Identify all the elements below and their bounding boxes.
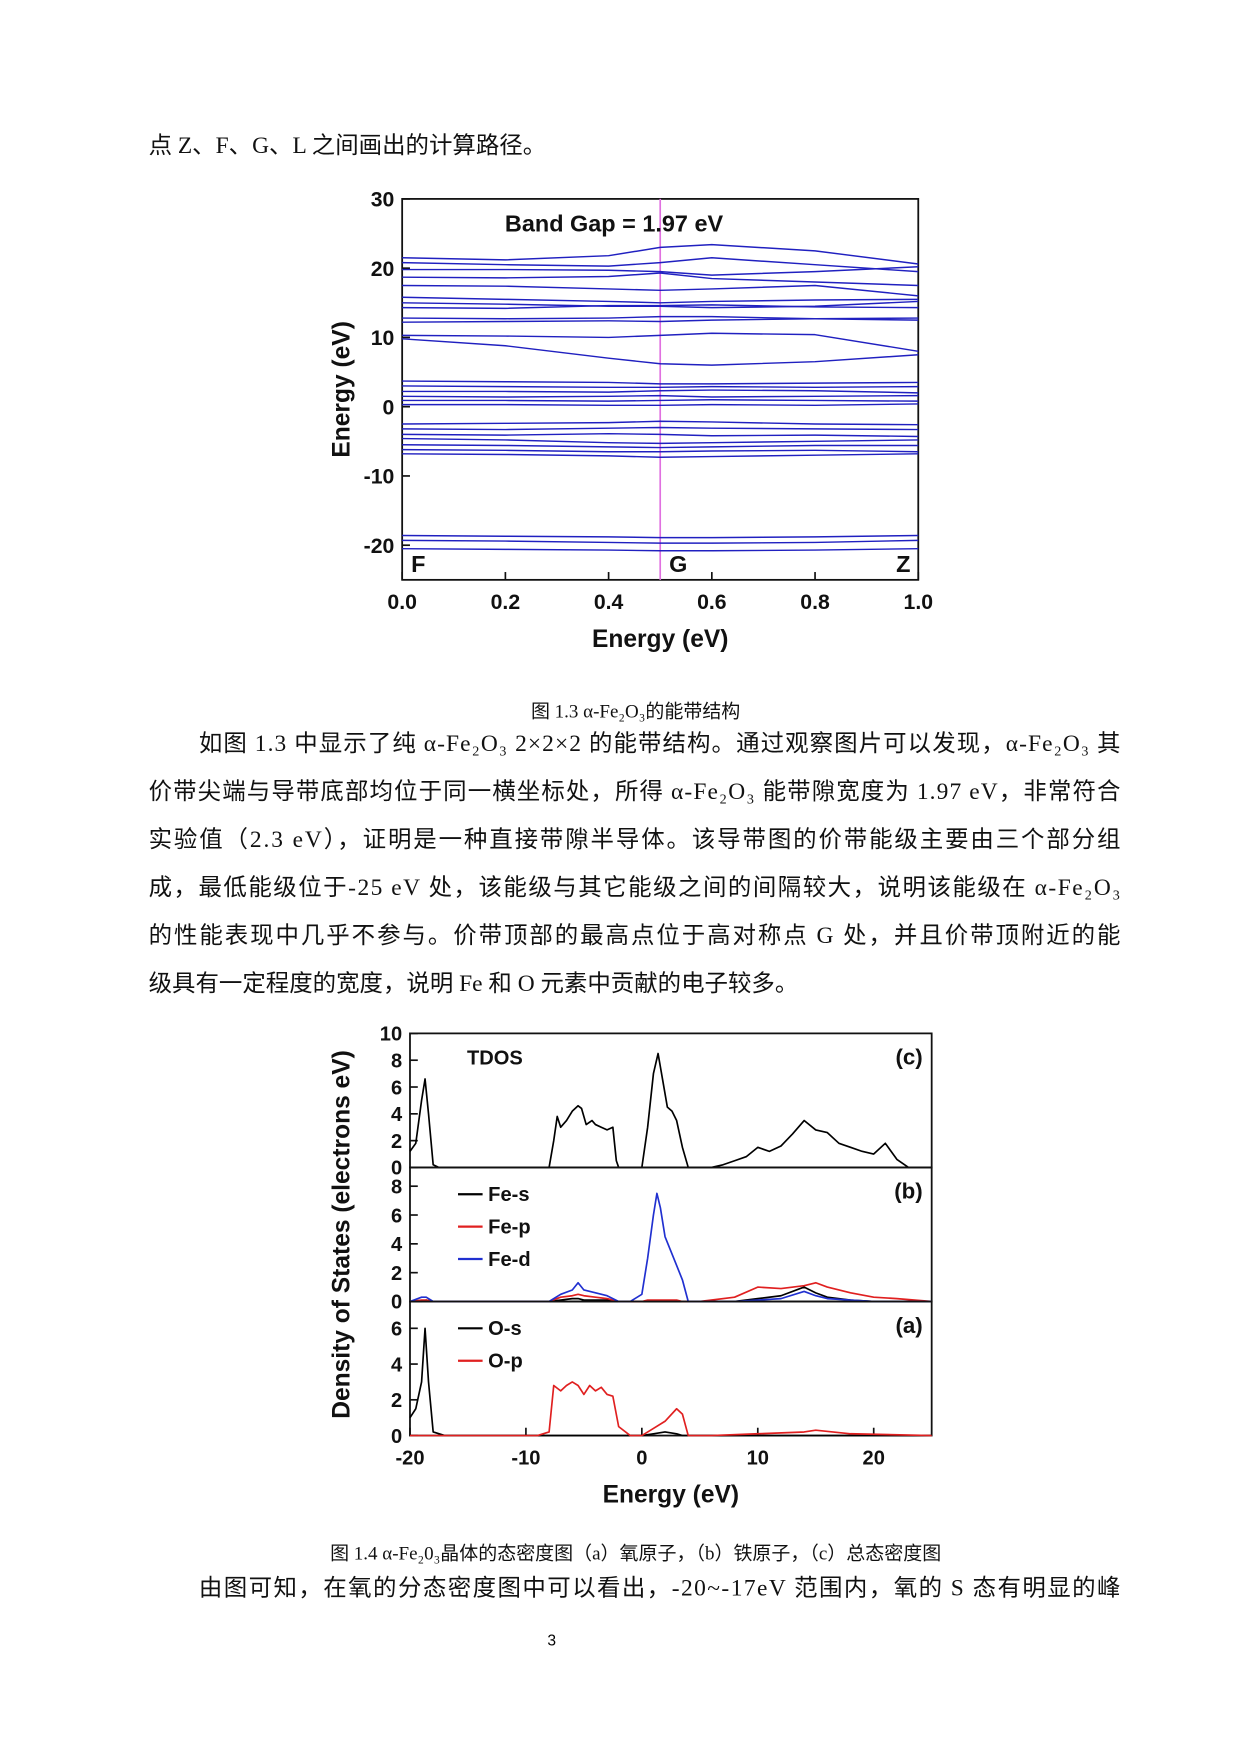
text-line: 实验值（2.3 eV），证明是一种直接带隙半导体。该导带图的价带能级主要由三个部…: [149, 826, 1121, 853]
data-line: [409, 1381, 932, 1437]
y-tick-label: 10: [380, 1024, 402, 1046]
data-line: [402, 284, 919, 297]
kpoint-label: F: [411, 551, 425, 577]
x-tick-label: -10: [511, 1448, 540, 1470]
text-line: 成，最低能级位于-25 eV 处，该能级与其它能级之间的间隔较大，说明该能级在 …: [149, 874, 1121, 901]
data-line: [402, 534, 919, 539]
x-axis-label: Energy (eV): [592, 626, 729, 653]
y-tick-label: -10: [364, 466, 395, 489]
kpoint-label: G: [669, 551, 687, 577]
data-line: [402, 304, 919, 310]
data-line: [402, 332, 919, 353]
data-line: [402, 547, 919, 552]
legend-label: TDOS: [467, 1048, 523, 1070]
y-tick-label: 4: [391, 1234, 403, 1256]
data-line: [409, 1052, 932, 1169]
text-line: 的性能表现中几乎不参与。价带顶部的最高点位于高对称点 G 处，并且价带顶附近的能: [149, 922, 1121, 949]
x-tick-label: 0.0: [387, 591, 417, 614]
data-line: [402, 432, 919, 438]
x-tick-label: 1.0: [904, 591, 934, 614]
figure-caption: 图 1.3 α-Fe₂O₃的能带结构: [531, 700, 740, 722]
panel-label: (c): [895, 1045, 922, 1070]
legend-label: O-p: [488, 1350, 523, 1372]
page-number: 3: [547, 1633, 556, 1650]
legend-label: Fe-s: [488, 1184, 529, 1206]
y-tick-label: 0: [383, 396, 395, 419]
y-tick-label: 6: [391, 1077, 402, 1099]
data-line: [402, 338, 919, 366]
panel-label: (b): [894, 1179, 923, 1204]
x-tick-label: 0.8: [800, 591, 830, 614]
plot-frame: [409, 1300, 933, 1437]
y-tick-label: 2: [391, 1131, 402, 1153]
y-tick-label: 10: [371, 327, 395, 350]
annotation: Band Gap = 1.97 eV: [505, 210, 724, 236]
text-line: 由图可知，在氧的分态密度图中可以看出，-20~-17eV 范围内，氧的 S 态有…: [199, 1574, 1121, 1601]
data-line: [402, 444, 919, 449]
data-line: [402, 399, 919, 402]
panel-label: (a): [895, 1313, 922, 1338]
data-line: [402, 453, 919, 458]
y-tick-label: 2: [391, 1263, 402, 1285]
y-tick-label: 2: [391, 1390, 402, 1412]
y-axis-label: Energy (eV): [329, 321, 356, 458]
y-tick-label: 8: [391, 1050, 402, 1072]
y-tick-label: 4: [391, 1354, 403, 1376]
data-line: [402, 426, 919, 431]
legend-label: Fe-p: [488, 1216, 530, 1238]
y-tick-label: 20: [371, 258, 395, 281]
figure-caption: 图 1.4 α-Fe₂0₃晶体的态密度图（a）氧原子，（b）铁原子，（c）总态密…: [330, 1543, 941, 1565]
legend-label: O-s: [488, 1318, 522, 1340]
y-tick-label: 8: [391, 1176, 402, 1198]
text-line: 如图 1.3 中显示了纯 α-Fe₂O₃ 2×2×2 的能带结构。通过观察图片可…: [199, 730, 1121, 757]
data-line: [409, 1281, 932, 1303]
data-line: [402, 403, 919, 407]
data-line: [402, 296, 919, 304]
text-line: 级具有一定程度的宽度，说明 Fe 和 O 元素中贡献的电子较多。: [149, 970, 799, 997]
y-tick-label: 0: [391, 1426, 402, 1448]
data-line: [402, 380, 919, 385]
data-line: [402, 272, 919, 287]
data-line: [402, 317, 919, 323]
y-tick-label: 30: [371, 189, 395, 212]
y-tick-label: 6: [391, 1205, 402, 1227]
x-tick-label: 0.6: [697, 591, 727, 614]
y-tick-label: 4: [391, 1104, 403, 1126]
x-tick-label: 0.4: [594, 591, 624, 614]
data-line: [409, 1192, 932, 1303]
text-line: 价带尖端与导带底部均位于同一横坐标处，所得 α-Fe₂O₃ 能带隙宽度为 1.9…: [149, 778, 1121, 805]
y-tick-label: -20: [364, 535, 395, 558]
x-axis-label: Energy (eV): [603, 1482, 740, 1509]
y-tick-label: 0: [391, 1158, 402, 1180]
data-line: [402, 394, 919, 398]
data-line: [402, 266, 919, 276]
data-line: [402, 448, 919, 453]
y-tick-label: 6: [391, 1319, 402, 1341]
x-tick-label: 10: [747, 1448, 769, 1470]
data-line: [402, 385, 919, 389]
y-tick-label: 0: [391, 1292, 402, 1314]
data-line: [402, 539, 919, 544]
x-tick-label: 0: [636, 1448, 647, 1470]
data-line: [402, 420, 919, 426]
legend-label: Fe-d: [488, 1249, 530, 1271]
data-line: [402, 389, 919, 394]
data-line: [402, 257, 919, 273]
text-line: 点 Z、F、G、L 之间画出的计算路径。: [149, 132, 547, 159]
x-tick-label: 20: [863, 1448, 885, 1470]
kpoint-label: Z: [896, 551, 910, 577]
data-line: [402, 437, 919, 445]
x-tick-label: 0.2: [491, 591, 521, 614]
x-tick-label: -20: [395, 1448, 424, 1470]
data-line: [402, 243, 919, 265]
y-axis-label: Density of States (electrons eV): [329, 1050, 356, 1419]
